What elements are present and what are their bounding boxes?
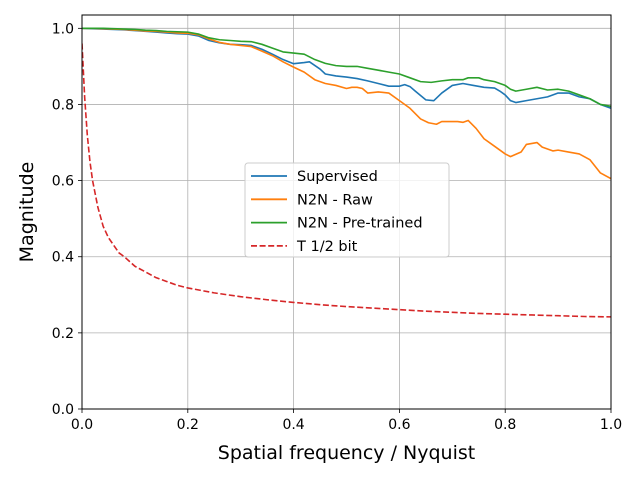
x-axis-label: Spatial frequency / Nyquist <box>218 442 475 464</box>
legend-entries: Supervised N2N - Raw N2N - Pre-trained T 1/… <box>251 169 423 255</box>
legend-label-n2n-raw: N2N - Raw <box>297 192 373 208</box>
y-tick-label: 0.0 <box>52 402 74 418</box>
plot-frame <box>81 14 612 410</box>
x-tick-label: 1.0 <box>600 417 622 433</box>
legend-box <box>244 162 450 258</box>
legend-label-n2n-pre-trained: N2N - Pre-trained <box>297 216 423 232</box>
x-tick-label: 0.0 <box>71 417 93 433</box>
series-lines <box>82 27 611 318</box>
series-line-n2n-raw <box>82 27 611 180</box>
y-tick-label: 0.8 <box>52 97 74 113</box>
axis-ticks: 0.0 0.2 0.4 0.6 0.8 1.0 0.0 0.2 0.4 0.6 0.8 1.0 <box>52 21 622 433</box>
x-tick-label: 0.8 <box>494 417 516 433</box>
y-tick-label: 1.0 <box>52 21 74 37</box>
series-line-t-1-2-bit <box>82 43 611 318</box>
legend: Supervised N2N - Raw N2N - Pre-trained T 1/… <box>244 162 450 258</box>
series-line-n2n-pre-trained <box>82 27 611 108</box>
x-tick-label: 0.2 <box>177 417 199 433</box>
x-tick-label: 0.6 <box>388 417 410 433</box>
y-tick-label: 0.4 <box>52 250 74 266</box>
x-tick-label: 0.4 <box>282 417 304 433</box>
legend-label-t-1-2-bit: T 1/2 bit <box>296 239 358 255</box>
y-axis-label: Magnitude <box>16 162 38 263</box>
y-tick-label: 0.2 <box>52 326 74 342</box>
y-tick-label: 0.6 <box>52 174 74 190</box>
legend-label-supervised: Supervised <box>297 169 378 185</box>
